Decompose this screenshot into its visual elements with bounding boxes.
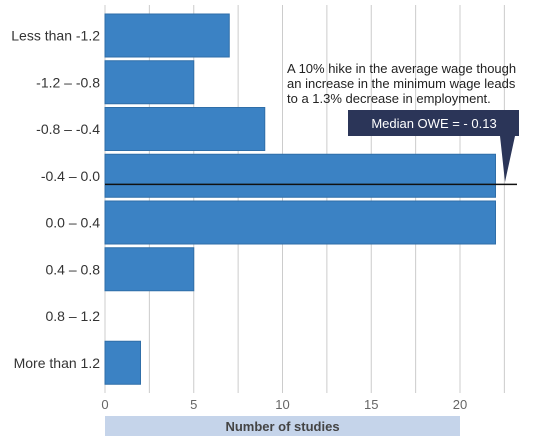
- bars: [104, 13, 496, 385]
- bar: [104, 247, 195, 292]
- callout-box: [348, 110, 519, 182]
- x-tick-label: 15: [364, 397, 378, 412]
- category-labels: Less than -1.2 -1.2 – -0.8 -0.8 – -0.4 -0.4…: [11, 28, 100, 371]
- category-label: Less than -1.2: [11, 28, 100, 44]
- x-tick-label: 5: [190, 397, 197, 412]
- callout-text: Median OWE = - 0.13: [371, 116, 496, 131]
- category-label: -0.4 – 0.0: [41, 168, 100, 184]
- annotation: A 10% hike in the average wage though an…: [287, 61, 516, 106]
- x-tick-label: 20: [453, 397, 467, 412]
- annotation-line-3: to a 1.3% decrease in employment.: [287, 91, 491, 106]
- x-tick-label: 10: [275, 397, 289, 412]
- x-tick-label: 0: [101, 397, 108, 412]
- category-label: -1.2 – -0.8: [36, 74, 100, 90]
- category-label: 0.4 – 0.8: [46, 261, 101, 277]
- category-label: 0.8 – 1.2: [46, 308, 101, 324]
- x-axis-label: Number of studies: [225, 419, 339, 434]
- bar: [104, 13, 230, 58]
- category-label: -0.8 – -0.4: [36, 121, 100, 137]
- x-axis-label-band: [105, 416, 460, 436]
- x-tick-labels: 0 5 10 15 20: [101, 397, 467, 412]
- bar: [104, 60, 195, 105]
- bar: [104, 153, 496, 198]
- category-label: More than 1.2: [14, 355, 101, 371]
- annotation-line-2: an increase in the minimum wage leads: [287, 76, 516, 91]
- category-label: 0.0 – 0.4: [46, 215, 101, 231]
- median-callout: Median OWE = - 0.13: [348, 110, 519, 182]
- annotation-line-1: A 10% hike in the average wage though: [287, 61, 516, 76]
- bar: [104, 107, 266, 151]
- bar: [104, 340, 141, 385]
- bar: [104, 200, 496, 245]
